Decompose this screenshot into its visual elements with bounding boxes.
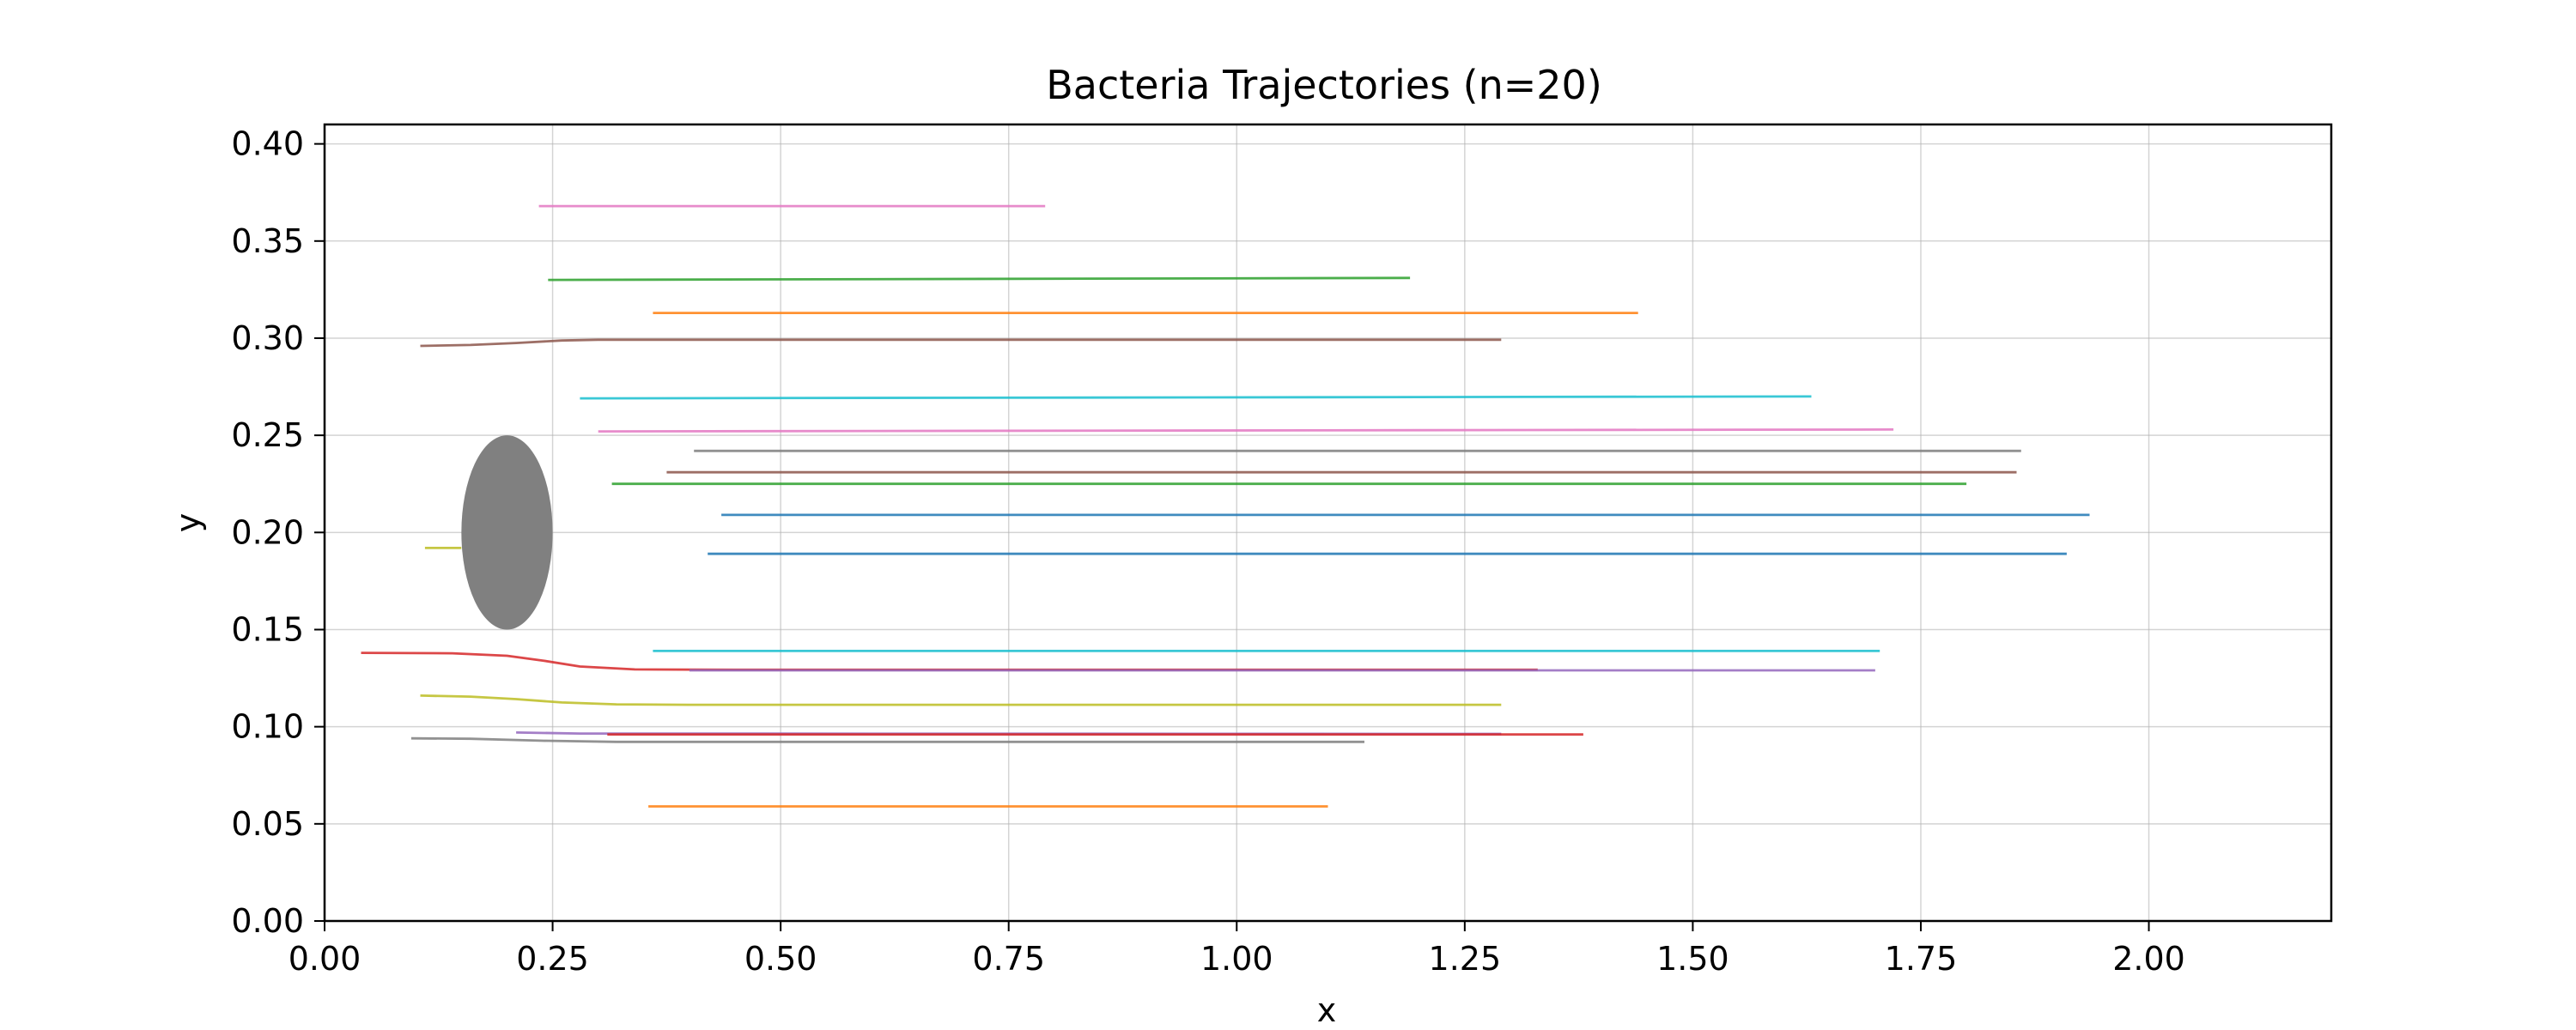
y-tick-label: 0.10 xyxy=(231,708,304,746)
plot-frame xyxy=(323,123,2333,923)
obstacle-layer xyxy=(461,435,553,630)
series-layer xyxy=(361,204,2090,808)
y-tick-label: 0.20 xyxy=(231,513,304,551)
x-tick-label: 0.00 xyxy=(289,940,361,978)
x-tick-label: 2.00 xyxy=(2112,940,2185,978)
chart-title: Bacteria Trajectories (n=20) xyxy=(1046,62,1602,108)
y-tick-label: 0.25 xyxy=(231,416,304,454)
x-tick-label: 1.00 xyxy=(1200,940,1273,978)
x-axis-label: x xyxy=(1317,991,1337,1029)
x-tick-label: 0.75 xyxy=(972,940,1045,978)
y-tick-label: 0.30 xyxy=(231,319,304,357)
x-tick-label: 0.25 xyxy=(516,940,589,978)
x-tick-label: 0.50 xyxy=(744,940,817,978)
trajectory-line-6 xyxy=(598,427,1894,433)
y-tick-label: 0.00 xyxy=(231,902,304,940)
y-tick-label: 0.35 xyxy=(231,222,304,260)
trajectory-line-19 xyxy=(410,736,1364,743)
y-tick-label: 0.40 xyxy=(231,125,304,163)
x-tick-label: 1.25 xyxy=(1429,940,1502,978)
y-tick-label: 0.05 xyxy=(231,805,304,843)
x-tick-label: 1.75 xyxy=(1885,940,1958,978)
obstacle-ellipse xyxy=(461,435,553,630)
tick-layer: 0.00 0.25 0.50 0.75 1.00 1.25 1.50 1.75 2.00 0.00… xyxy=(231,125,2184,978)
y-tick-label: 0.15 xyxy=(231,610,304,648)
x-tick-label: 1.50 xyxy=(1656,940,1729,978)
trajectory-line-4 xyxy=(420,338,1502,348)
trajectory-line-5 xyxy=(580,395,1812,400)
trajectory-line-16 xyxy=(420,694,1502,706)
trajectory-line-2 xyxy=(548,276,1411,282)
y-axis-label: y xyxy=(169,513,207,533)
